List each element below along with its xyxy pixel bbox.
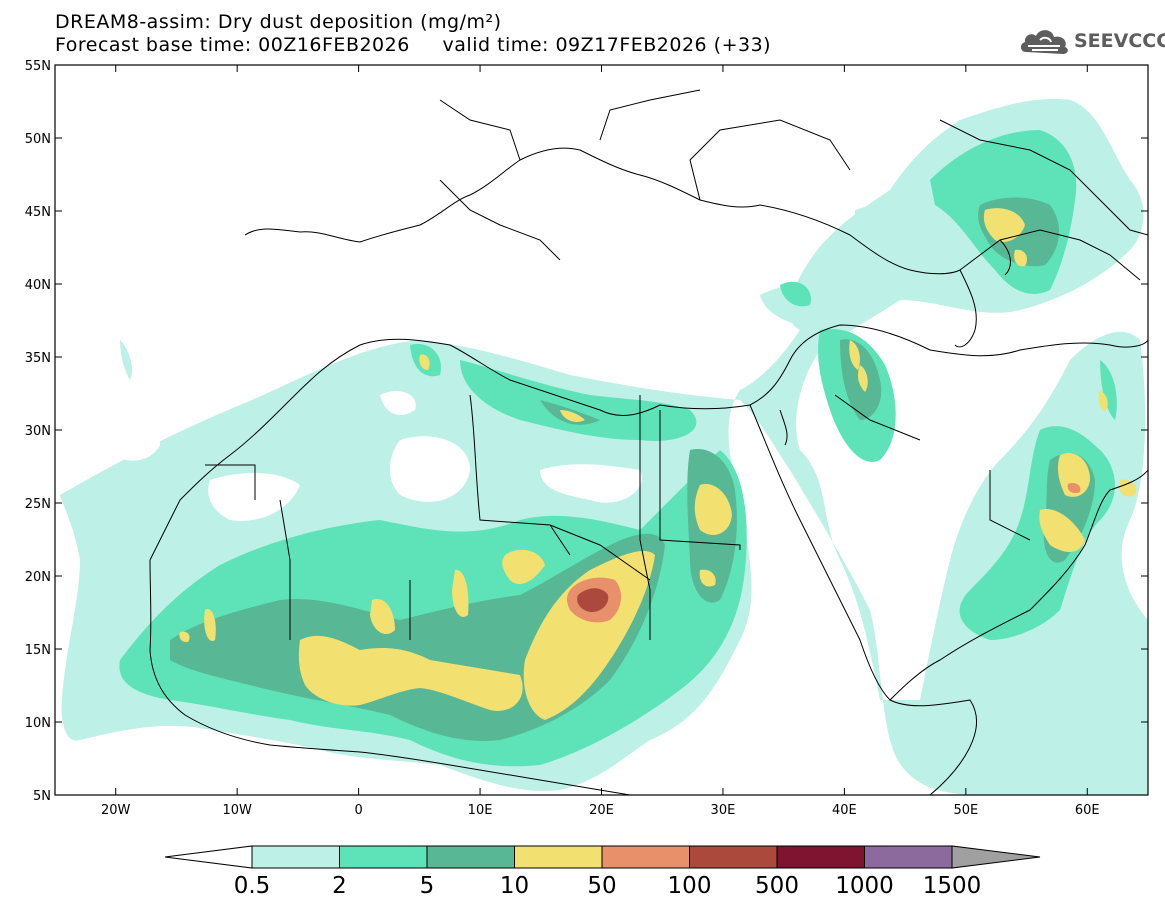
lon-tick-label: 10E	[468, 803, 493, 818]
latitude-axis: 55N 50N 45N 40N 35N 30N 25N 20N 15N 10N 5N	[25, 59, 1148, 804]
colorbar-label: 0.5	[233, 873, 271, 899]
colorbar-segment	[339, 845, 428, 869]
lon-tick-label: 10W	[222, 803, 252, 818]
lon-tick-label: 50E	[953, 803, 978, 818]
seevccc-logo: SEEVCCC	[1018, 24, 1165, 60]
colorbar-label: 5	[419, 873, 435, 899]
lon-tick-label: 40E	[832, 803, 857, 818]
coastlines-and-borders	[149, 89, 1148, 795]
colorbar-segment	[251, 845, 340, 869]
lat-tick-label: 5N	[33, 789, 51, 804]
lat-tick-label: 50N	[25, 132, 51, 147]
lat-tick-label: 10N	[25, 716, 51, 731]
logo-text: SEEVCCC	[1074, 30, 1165, 52]
colorbar-label: 2	[332, 873, 347, 899]
lat-tick-label: 25N	[25, 497, 51, 512]
forecast-base-time: Forecast base time: 00Z16FEB2026	[55, 34, 410, 56]
colorbar	[164, 845, 1041, 869]
colorbar-label: 10	[499, 873, 530, 899]
map-subtitle: Forecast base time: 00Z16FEB2026 valid t…	[55, 35, 771, 55]
lon-tick-label: 30E	[711, 803, 736, 818]
colorbar-label: 1000	[835, 873, 894, 899]
contour-level-10	[179, 208, 1137, 720]
colorbar-under-arrow	[164, 845, 253, 869]
cloud-icon	[1020, 30, 1068, 54]
lat-tick-label: 20N	[25, 570, 51, 585]
longitude-axis: 20W 10W 0 10E 20E 30E 40E 50E 60E	[101, 65, 1100, 818]
colorbar-segment	[776, 845, 865, 869]
lat-tick-label: 30N	[25, 424, 51, 439]
lon-tick-label: 20E	[589, 803, 614, 818]
colorbar-segment	[514, 845, 603, 869]
colorbar-segment	[426, 845, 515, 869]
colorbar-over-arrow	[951, 845, 1041, 869]
lat-tick-label: 55N	[25, 59, 51, 74]
valid-time: valid time: 09Z17FEB2026 (+33)	[442, 34, 772, 56]
lat-tick-label: 40N	[25, 278, 51, 293]
lat-tick-label: 45N	[25, 205, 51, 220]
colorbar-label: 50	[587, 873, 617, 899]
lon-tick-label: 60E	[1075, 803, 1100, 818]
colorbar-segment	[601, 845, 690, 869]
lat-tick-label: 15N	[25, 643, 51, 658]
colorbar-label: 500	[755, 873, 799, 899]
colorbar-label: 100	[667, 873, 712, 899]
contour-fields	[55, 65, 1148, 795]
lat-tick-label: 35N	[25, 351, 51, 366]
lon-tick-label: 0	[354, 803, 362, 818]
colorbar-segment	[864, 845, 953, 869]
map-title: DREAM8-assim: Dry dust deposition (mg/m²…	[55, 11, 502, 33]
colorbar-segment	[689, 845, 778, 869]
contour-level-100	[577, 588, 609, 613]
lon-tick-label: 20W	[101, 803, 131, 818]
colorbar-label: 1500	[922, 873, 982, 899]
